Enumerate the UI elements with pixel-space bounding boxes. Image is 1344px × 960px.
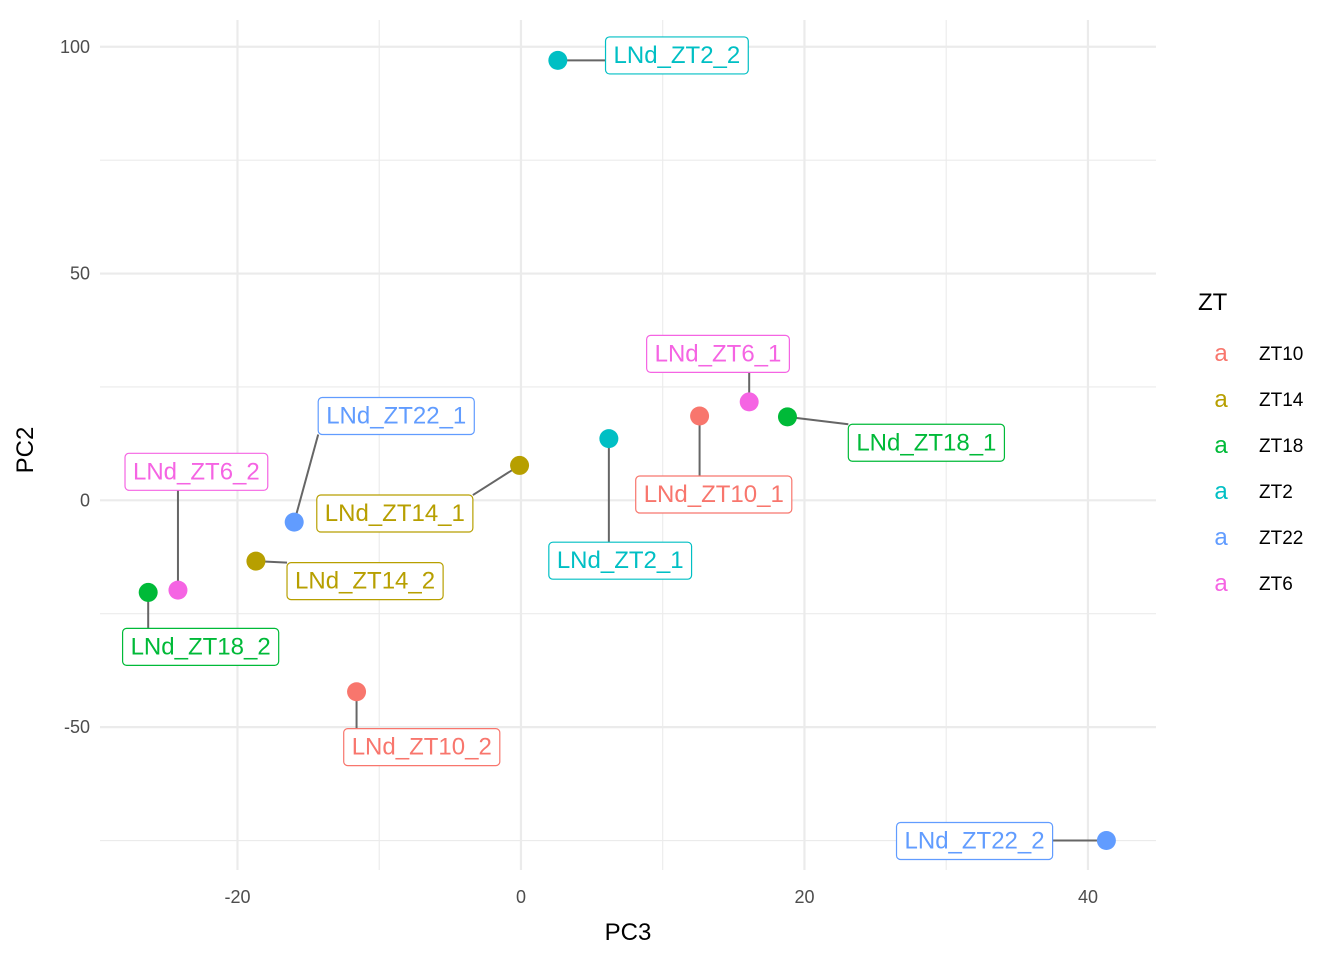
legend-entries: a ZT10 a ZT14 a ZT18 a ZT2 a ZT22 a ZT6 [1214, 340, 1303, 597]
legend: ZT a ZT10 a ZT14 a ZT18 a ZT2 a ZT22 a ZT6 [1198, 289, 1304, 597]
point-label-box [646, 334, 790, 373]
point-label-box [316, 494, 474, 533]
legend-key: a [1214, 386, 1228, 413]
legend-key: a [1214, 432, 1228, 459]
legend-label: ZT6 [1259, 574, 1293, 595]
major-gridlines [100, 20, 1156, 870]
point-label-text: LNd_ZT14_1 [325, 500, 465, 527]
minor-gridlines [100, 20, 1156, 870]
legend-label: ZT22 [1259, 528, 1303, 549]
point-label: LNd_ZT18_2 [121, 627, 280, 666]
point-label: LNd_ZT22_2 [895, 821, 1054, 861]
legend-label: ZT14 [1259, 390, 1304, 411]
point-label: LNd_ZT10_1 [635, 475, 793, 514]
point-label-box [548, 541, 693, 580]
data-point [246, 551, 266, 571]
legend-label: ZT18 [1259, 436, 1303, 457]
point-label: LNd_ZT6_1 [646, 334, 790, 373]
point-label-text: LNd_ZT22_2 [905, 828, 1045, 855]
data-point [1096, 831, 1116, 851]
y-tick-label: -50 [64, 717, 90, 737]
legend-key: a [1214, 340, 1228, 367]
data-point [168, 580, 188, 600]
point-label: LNd_ZT14_2 [286, 562, 444, 601]
point-label-box [895, 821, 1054, 861]
point-label: LNd_ZT10_2 [343, 728, 501, 767]
x-tick-label: 20 [794, 887, 814, 907]
point-label-text: LNd_ZT22_1 [326, 403, 466, 430]
point-label-text: LNd_ZT6_1 [655, 340, 782, 367]
leader-line [293, 434, 320, 523]
point-label-text: LNd_ZT2_1 [557, 547, 684, 574]
point-label-box [343, 728, 501, 767]
point-label-text: LNd_ZT18_2 [131, 633, 271, 660]
leader-line [787, 415, 849, 426]
point-label: LNd_ZT18_1 [847, 423, 1006, 462]
y-axis-title: PC2 [12, 427, 39, 474]
point-label-text: LNd_ZT2_2 [614, 42, 741, 69]
data-point [690, 406, 710, 426]
point-label-text: LNd_ZT10_2 [352, 734, 492, 761]
x-tick-label: 40 [1078, 887, 1098, 907]
point-label: LNd_ZT22_1 [317, 396, 475, 436]
point-label: LNd_ZT2_1 [548, 541, 693, 580]
legend-label: ZT2 [1259, 482, 1293, 503]
point-label: LNd_ZT14_1 [316, 494, 474, 533]
point-label-text: LNd_ZT18_1 [856, 429, 996, 456]
data-point [510, 455, 530, 475]
point-label-box [286, 562, 444, 601]
data-point [284, 512, 304, 532]
point-label-box [847, 423, 1006, 462]
y-tick-label: 0 [80, 490, 90, 510]
legend-title: ZT [1198, 289, 1228, 316]
x-axis-ticks: -20 0 20 40 [224, 887, 1097, 907]
legend-key: a [1214, 478, 1228, 505]
y-axis-ticks: -50 0 50 100 [60, 37, 90, 737]
legend-key: a [1214, 524, 1228, 551]
x-axis-title: PC3 [605, 919, 652, 946]
point-label-box [604, 36, 749, 75]
data-point [599, 429, 619, 449]
point-labels: LNd_ZT2_2 LNd_ZT6_1 LNd_ZT10_1 LNd_ZT18_1 LN… [121, 36, 1054, 861]
data-points [138, 50, 1116, 851]
point-label-text: LNd_ZT6_2 [133, 458, 260, 485]
point-label: LNd_ZT6_2 [124, 452, 269, 491]
point-label-box [121, 627, 280, 666]
x-tick-label: 0 [516, 887, 526, 907]
data-point [739, 392, 759, 412]
y-tick-label: 100 [60, 37, 90, 57]
point-label-text: LNd_ZT14_2 [295, 568, 435, 595]
data-point [548, 50, 568, 70]
y-tick-label: 50 [70, 264, 90, 284]
data-point [777, 407, 797, 427]
point-label: LNd_ZT2_2 [604, 36, 749, 75]
data-point [138, 582, 158, 602]
x-tick-label: -20 [224, 887, 250, 907]
data-point [347, 682, 367, 702]
legend-key: a [1214, 570, 1228, 597]
point-label-text: LNd_ZT10_1 [644, 481, 784, 508]
point-label-box [124, 452, 269, 491]
legend-label: ZT10 [1259, 344, 1303, 365]
point-label-box [635, 475, 793, 514]
point-label-box [317, 396, 475, 436]
